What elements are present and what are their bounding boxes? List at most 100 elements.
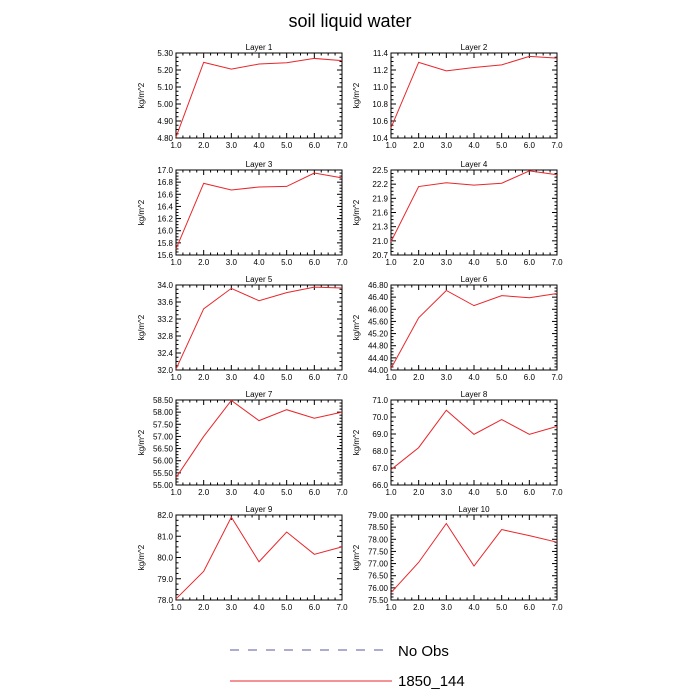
panel-1-ytick-label: 5.10 [157,83,173,92]
panel-8-ytick-label: 70.0 [372,413,388,422]
panel-1-xtick-label: 6.0 [309,141,321,150]
panel-10-xtick-label: 2.0 [413,603,425,612]
panel-7-xtick-label: 3.0 [226,488,238,497]
panel-1-ytick-label: 5.20 [157,66,173,75]
panel-7-title: Layer 7 [246,390,273,399]
panel-8: Layer 8 kg/m^2 1.0 2.0 3.0 4.0 5.0 6.0 7.0 66.0 67… [352,390,563,497]
panel-8-xtick-label: 4.0 [468,488,480,497]
panel-7-series-line [175,399,343,478]
panel-2-xtick-label: 6.0 [524,141,536,150]
panel-3-ytick-label: 17.0 [157,166,173,175]
panel-8-ylabel: kg/m^2 [352,429,361,455]
panel-8-ytick-label: 69.0 [372,430,388,439]
panel-4-xtick-label: 6.0 [524,258,536,267]
panel-9-ylabel: kg/m^2 [137,544,146,570]
panel-6-ytick-label: 45.60 [368,317,389,326]
panel-9-series-line [175,516,343,600]
panel-6-ytick-label: 44.40 [368,354,389,363]
panel-10-ytick-label: 76.50 [368,572,389,581]
panel-5-title: Layer 5 [246,275,273,284]
panel-7: Layer 7 kg/m^2 1.0 2.0 3.0 4.0 5.0 6.0 7.0 55.00 5… [137,390,348,497]
panel-6-series-line [390,289,558,369]
panel-3-ytick-label: 15.8 [157,239,173,248]
panel-10-ytick-label: 76.00 [368,584,389,593]
panel-5-ytick-label: 33.2 [157,315,173,324]
panel-5: Layer 5 kg/m^2 1.0 2.0 3.0 4.0 5.0 6.0 7.0 32.0 32… [137,275,348,382]
panel-9-frame [175,514,343,601]
panel-4: Layer 4 kg/m^2 1.0 2.0 3.0 4.0 5.0 6.0 7.0 20.7 21… [352,160,563,267]
panel-10-xtick-label: 7.0 [551,603,563,612]
panel-7-ytick-label: 56.00 [153,457,174,466]
panel-9-xtick-label: 4.0 [253,603,265,612]
panel-5-ytick-label: 32.8 [157,332,173,341]
panel-5-xtick-label: 7.0 [336,373,348,382]
panel-9: Layer 9 kg/m^2 1.0 2.0 3.0 4.0 5.0 6.0 7.0 78.0 79… [137,505,348,612]
panel-7-ytick-label: 58.00 [153,408,174,417]
panel-2-series-line [390,55,558,128]
panel-4-frame [390,169,558,256]
panel-3-ytick-label: 16.2 [157,215,173,224]
panel-10-ytick-label: 78.00 [368,535,389,544]
panel-6-ytick-label: 46.80 [368,281,389,290]
panel-3-xtick-label: 4.0 [253,258,265,267]
panel-6-ytick-label: 46.00 [368,305,389,314]
panel-1-ytick-label: 5.00 [157,100,173,109]
panel-4-ytick-label: 21.9 [372,194,388,203]
panel-2-xtick-label: 1.0 [385,141,397,150]
panel-3-ylabel: kg/m^2 [137,199,146,225]
panel-6-xtick-label: 3.0 [441,373,453,382]
panel-5-xtick-label: 1.0 [170,373,182,382]
panel-1-ytick-label: 5.30 [157,49,173,58]
panel-3-ytick-label: 16.8 [157,178,173,187]
panel-1-xtick-label: 7.0 [336,141,348,150]
panel-3-ytick-label: 16.6 [157,190,173,199]
panel-2-ytick-label: 10.8 [372,100,388,109]
panel-7-xtick-label: 4.0 [253,488,265,497]
panel-9-xtick-label: 3.0 [226,603,238,612]
panel-5-xtick-label: 4.0 [253,373,265,382]
panel-8-xtick-label: 7.0 [551,488,563,497]
panel-2-xtick-label: 7.0 [551,141,563,150]
panel-6-ytick-label: 45.20 [368,330,389,339]
panel-8-ytick-label: 71.0 [372,396,388,405]
panel-9-xtick-label: 5.0 [281,603,293,612]
panel-4-ylabel: kg/m^2 [352,199,361,225]
panel-9-xtick-label: 1.0 [170,603,182,612]
panel-6-xtick-label: 5.0 [496,373,508,382]
panel-7-frame [175,399,343,486]
panel-5-series-line [175,286,343,370]
panel-7-xtick-label: 1.0 [170,488,182,497]
panel-4-ytick-label: 22.5 [372,166,388,175]
panel-6-xtick-label: 4.0 [468,373,480,382]
panel-1-xtick-label: 5.0 [281,141,293,150]
panel-1-xtick-label: 1.0 [170,141,182,150]
panel-10-title: Layer 10 [458,505,490,514]
panel-5-ytick-label: 34.0 [157,281,173,290]
panel-2-ytick-label: 11.4 [373,49,389,58]
panel-8-frame [390,399,558,486]
panel-3-xtick-label: 7.0 [336,258,348,267]
panel-10-ytick-label: 77.50 [368,547,389,556]
panel-6-xtick-label: 6.0 [524,373,536,382]
panel-7-xtick-label: 6.0 [309,488,321,497]
panel-9-title: Layer 9 [246,505,273,514]
panel-7-ytick-label: 57.50 [153,420,174,429]
legend-label-1850-144: 1850_144 [398,673,465,690]
panel-8-xtick-label: 6.0 [524,488,536,497]
panel-8-xtick-label: 5.0 [496,488,508,497]
panel-10-xtick-label: 6.0 [524,603,536,612]
panel-9-xtick-label: 7.0 [336,603,348,612]
panel-4-xtick-label: 3.0 [441,258,453,267]
panel-3-series-line [175,172,343,250]
panel-4-xtick-label: 1.0 [385,258,397,267]
panel-5-ytick-label: 32.0 [157,366,173,375]
panel-9-ytick-label: 82.0 [157,511,173,520]
panel-2-ytick-label: 10.4 [372,134,388,143]
panel-7-ytick-label: 55.00 [153,481,174,490]
panel-4-xtick-label: 7.0 [551,258,563,267]
panel-9-xtick-label: 2.0 [198,603,210,612]
panel-10-ytick-label: 77.00 [368,560,389,569]
panel-5-ytick-label: 32.4 [157,349,173,358]
panel-8-xtick-label: 1.0 [385,488,397,497]
panel-7-xtick-label: 5.0 [281,488,293,497]
